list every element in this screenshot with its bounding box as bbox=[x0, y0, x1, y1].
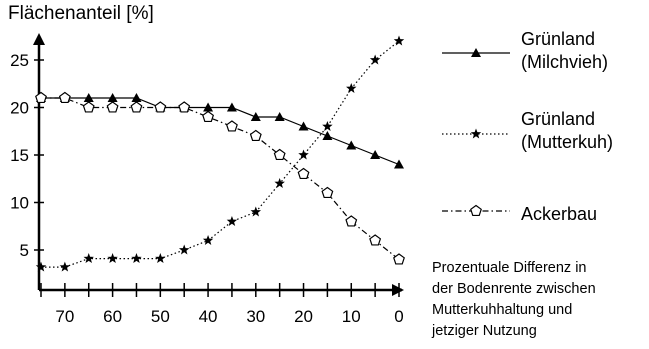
x-tick-label-30: 30 bbox=[246, 307, 265, 326]
x-tick-label-40: 40 bbox=[199, 307, 218, 326]
legend-marker-milchvieh bbox=[471, 48, 481, 57]
y-tick-label-15: 15 bbox=[10, 146, 29, 165]
point-ackerbau-50 bbox=[154, 101, 167, 113]
x-tick-label-0: 0 bbox=[394, 307, 403, 326]
point-mutterkuh-75 bbox=[35, 261, 47, 272]
point-milchvieh-25 bbox=[274, 112, 285, 121]
x-axis-label-line-2: der Bodenrente zwischen bbox=[432, 281, 596, 297]
point-ackerbau-55 bbox=[130, 101, 143, 113]
point-mutterkuh-70 bbox=[59, 261, 71, 272]
legend-label-milchvieh-line-1: Grünland bbox=[521, 29, 596, 49]
point-mutterkuh-5 bbox=[369, 54, 381, 65]
point-mutterkuh-55 bbox=[131, 253, 142, 263]
x-tick-label-60: 60 bbox=[103, 307, 122, 326]
y-tick-label-20: 20 bbox=[10, 99, 29, 118]
legend-label-ackerbau: Ackerbau bbox=[521, 203, 597, 226]
legend-marker-mutterkuh bbox=[470, 128, 482, 139]
point-milchvieh-0 bbox=[394, 159, 404, 169]
legend-label-ackerbau-line-1: Ackerbau bbox=[521, 204, 598, 224]
point-ackerbau-20 bbox=[297, 167, 310, 180]
series-mutterkuh bbox=[35, 35, 405, 272]
x-tick-label-20: 20 bbox=[294, 307, 313, 326]
y-axis-arrow bbox=[33, 33, 45, 45]
point-mutterkuh-40 bbox=[202, 235, 214, 245]
point-milchvieh-10 bbox=[346, 140, 357, 150]
point-ackerbau-65 bbox=[82, 101, 95, 113]
x-tick-label-50: 50 bbox=[151, 307, 170, 326]
point-ackerbau-0 bbox=[393, 253, 405, 265]
point-milchvieh-55 bbox=[131, 93, 142, 102]
legend-marker-ackerbau bbox=[470, 204, 482, 217]
legend bbox=[442, 48, 510, 217]
legend-label-mutterkuh: Grünland (Mutterkuh) bbox=[521, 108, 613, 154]
x-axis-label-line-3: Mutterkuhhaltung und bbox=[432, 302, 573, 318]
legend-label-milchvieh-line-2: (Milchvieh) bbox=[521, 52, 609, 72]
y-tick-label-10: 10 bbox=[10, 194, 29, 213]
point-ackerbau-10 bbox=[345, 215, 358, 227]
y-tick-label-25: 25 bbox=[10, 51, 29, 70]
legend-label-milchvieh: Grünland (Milchvieh) bbox=[521, 28, 608, 74]
point-milchvieh-35 bbox=[226, 102, 237, 112]
x-axis-label-line-4: jetziger Nutzung bbox=[432, 323, 537, 339]
legend-label-mutterkuh-line-2: (Mutterkuh) bbox=[521, 132, 614, 152]
point-ackerbau-75 bbox=[35, 91, 47, 104]
x-tick-label-10: 10 bbox=[342, 307, 361, 326]
point-milchvieh-65 bbox=[83, 93, 94, 102]
point-mutterkuh-35 bbox=[226, 216, 238, 226]
point-milchvieh-60 bbox=[107, 93, 118, 102]
series-layer bbox=[35, 35, 405, 272]
point-milchvieh-15 bbox=[322, 131, 333, 140]
point-milchvieh-20 bbox=[298, 121, 309, 131]
series-ackerbau bbox=[35, 91, 405, 265]
point-ackerbau-70 bbox=[58, 91, 71, 104]
point-ackerbau-5 bbox=[369, 234, 382, 246]
point-milchvieh-5 bbox=[370, 150, 381, 159]
point-milchvieh-40 bbox=[203, 102, 214, 112]
legend-label-mutterkuh-line-1: Grünland bbox=[521, 109, 596, 129]
point-ackerbau-25 bbox=[273, 148, 286, 161]
point-ackerbau-30 bbox=[249, 129, 262, 142]
y-tick-label-5: 5 bbox=[20, 241, 29, 260]
point-mutterkuh-20 bbox=[298, 149, 309, 160]
axes: 5 10 15 20 25 70 60 50 40 30 20 10 0 bbox=[10, 33, 404, 326]
x-axis-arrow bbox=[392, 284, 404, 296]
point-mutterkuh-45 bbox=[178, 244, 190, 255]
point-mutterkuh-15 bbox=[322, 121, 333, 131]
point-milchvieh-30 bbox=[250, 112, 261, 121]
point-mutterkuh-65 bbox=[83, 253, 94, 263]
series-line-mutterkuh bbox=[41, 40, 400, 268]
point-mutterkuh-10 bbox=[346, 83, 357, 93]
x-axis-label-line-1: Prozentuale Differenz in bbox=[432, 260, 587, 276]
series-line-ackerbau bbox=[41, 97, 400, 260]
point-ackerbau-15 bbox=[321, 186, 334, 199]
x-axis-label: Prozentuale Differenz in der Bodenrente … bbox=[432, 258, 596, 342]
point-ackerbau-45 bbox=[178, 101, 191, 113]
point-ackerbau-40 bbox=[202, 110, 215, 123]
point-mutterkuh-60 bbox=[107, 253, 118, 263]
series-line-milchvieh bbox=[41, 97, 400, 166]
point-ackerbau-60 bbox=[106, 101, 119, 113]
x-tick-label-70: 70 bbox=[55, 307, 74, 326]
point-mutterkuh-50 bbox=[155, 253, 166, 263]
y-axis-label: Flächenanteil [%] bbox=[8, 3, 154, 24]
point-ackerbau-35 bbox=[225, 120, 238, 132]
point-mutterkuh-0 bbox=[393, 35, 405, 46]
point-mutterkuh-25 bbox=[274, 178, 285, 188]
point-mutterkuh-30 bbox=[250, 206, 262, 217]
